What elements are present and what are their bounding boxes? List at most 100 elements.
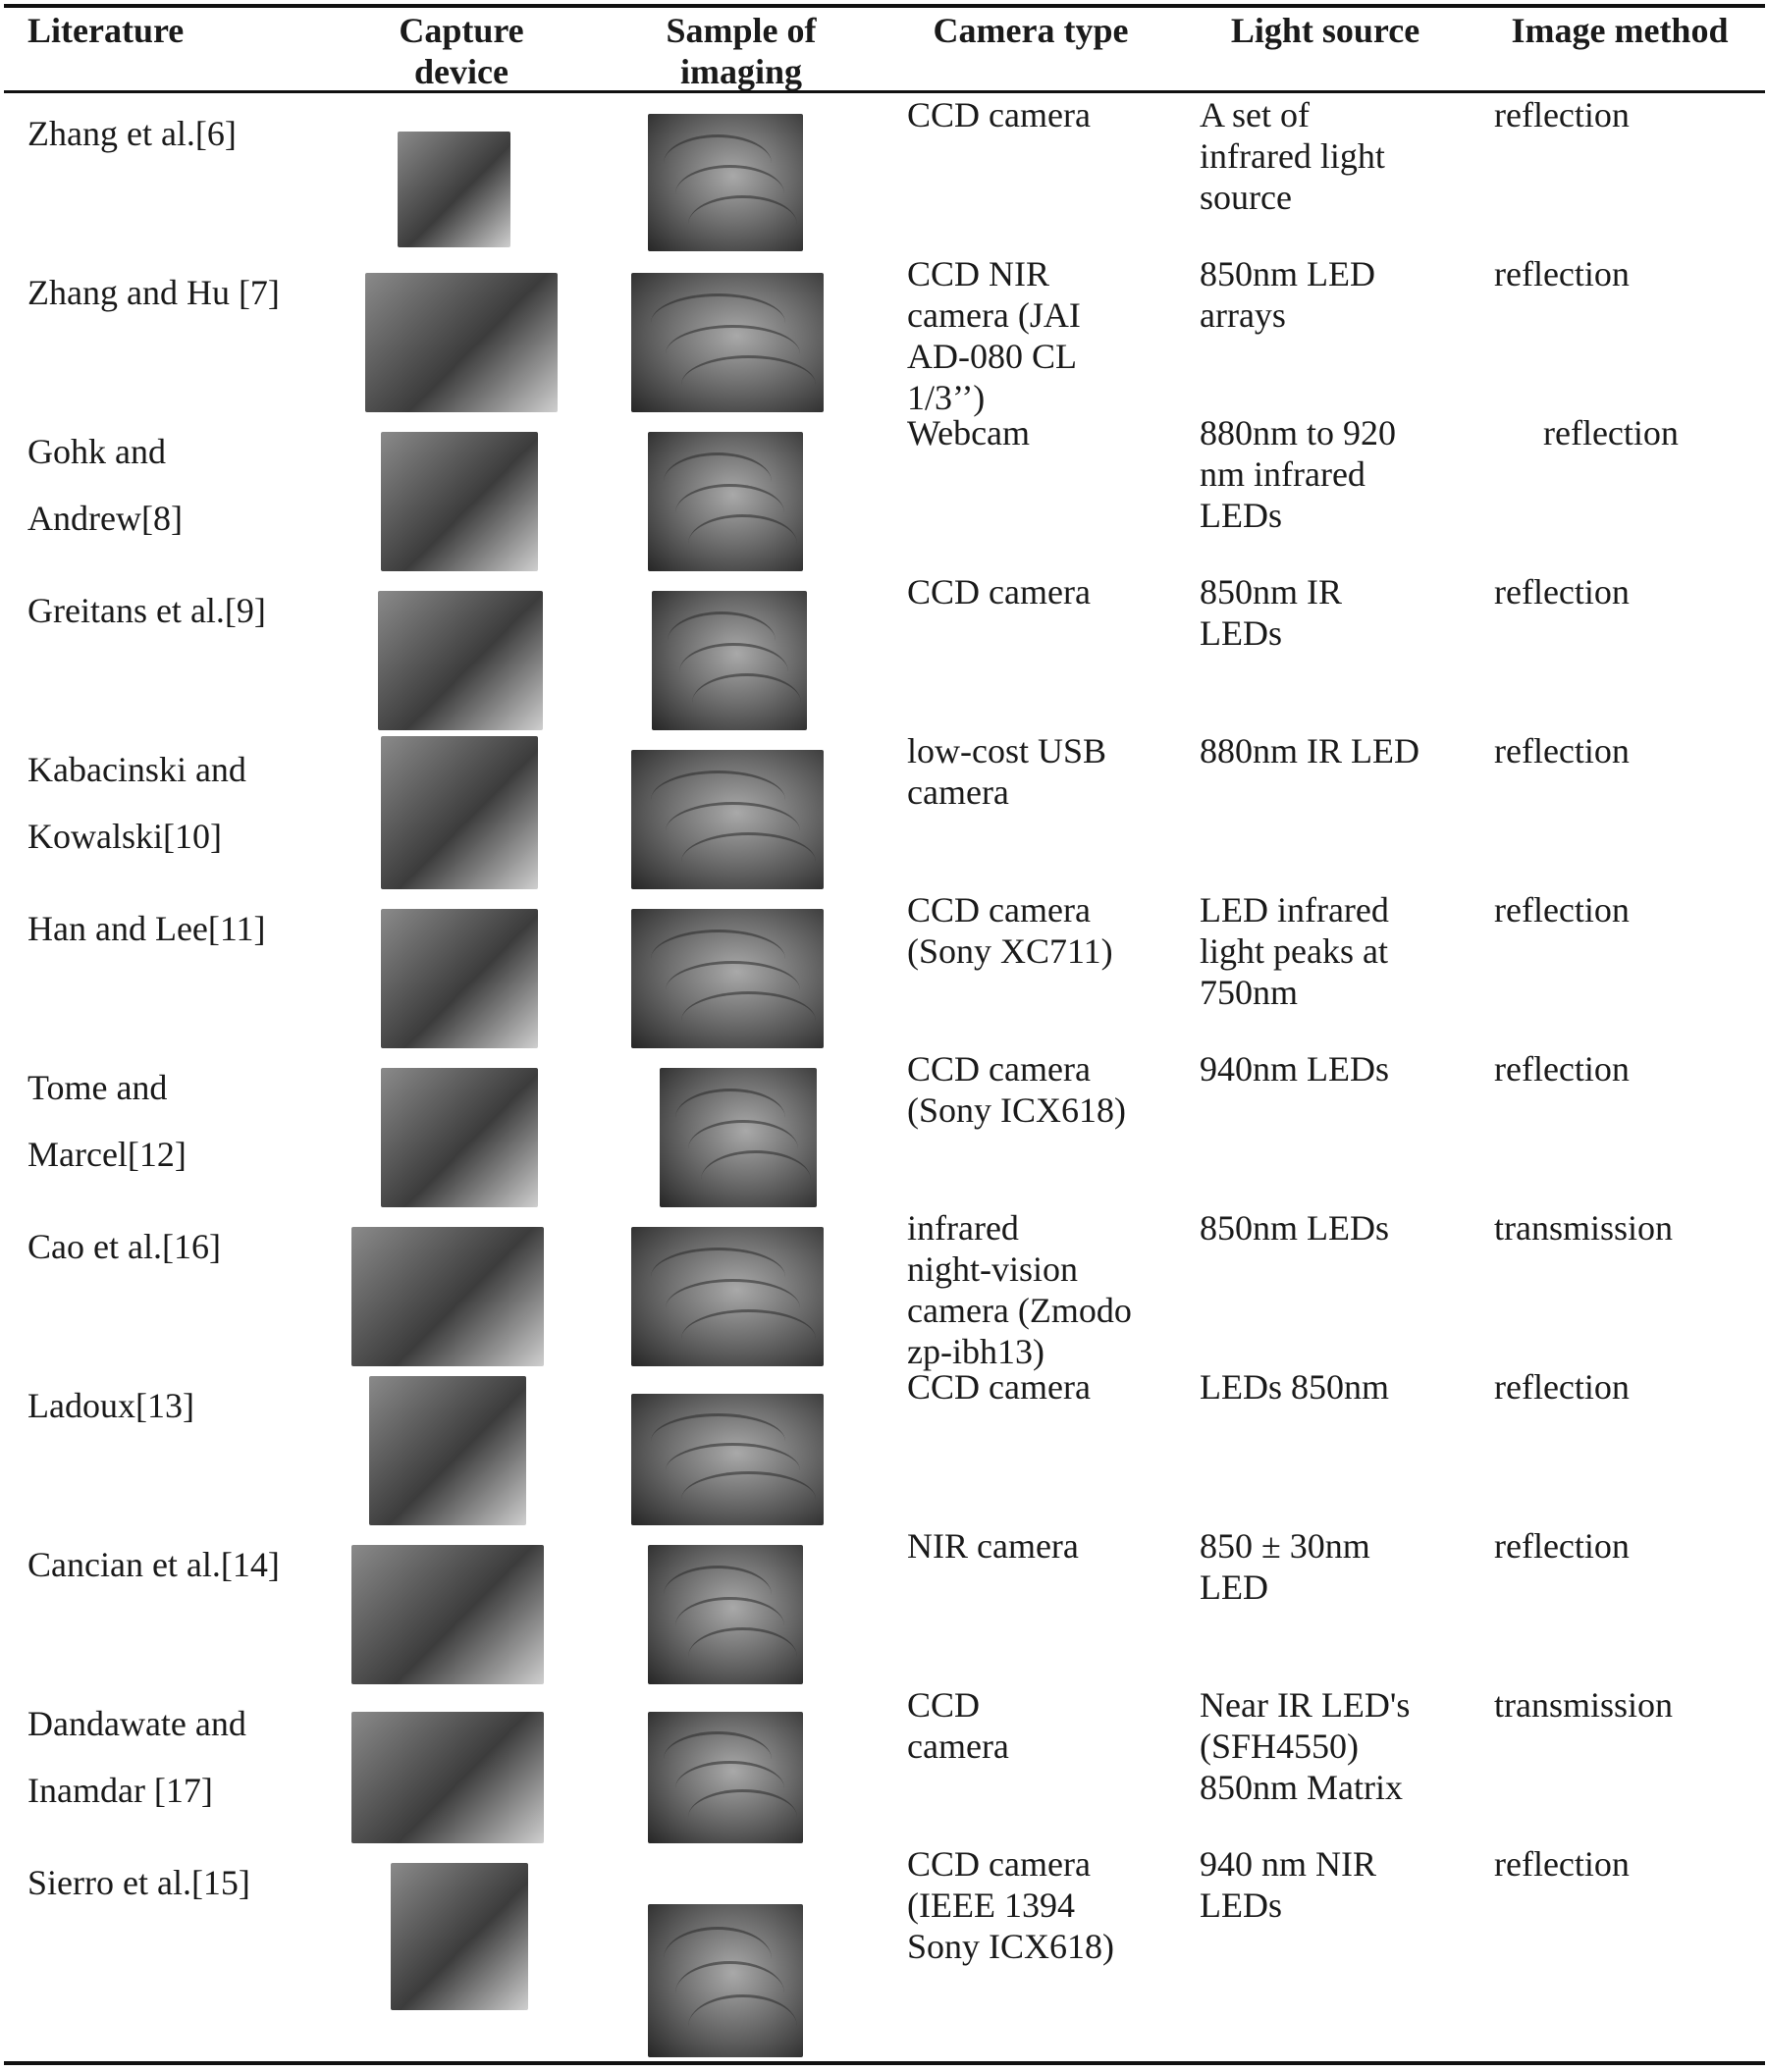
vein-pattern-stroke (688, 1789, 797, 1843)
vein-pattern-stroke (692, 672, 801, 730)
palm-vein-sample-image (631, 1394, 824, 1525)
vein-pattern-stroke (666, 1278, 801, 1338)
table-row: Han and Lee[11] CCD camera (Sony XC711) … (0, 889, 1767, 1048)
camera-type-cell: CCD camera (907, 572, 1091, 611)
capture-device-photo (381, 1068, 538, 1207)
header-image-method: Image method (1511, 11, 1729, 50)
capture-device-photo (351, 1227, 544, 1366)
image-method-cell: transmission (1494, 1208, 1674, 1248)
image-method-cell: reflection (1494, 572, 1630, 611)
vein-pattern-stroke (680, 831, 817, 889)
vein-pattern-stroke (663, 1731, 773, 1787)
vein-pattern-stroke (675, 1596, 785, 1656)
palm-vein-sample-image (660, 1068, 817, 1207)
camera-type-cell: CCD camera (907, 1367, 1091, 1407)
vein-pattern-stroke (663, 1927, 773, 1991)
palm-vein-sample-image (648, 1904, 803, 2057)
light-source-cell: LED infrared light peaks at 750nm (1200, 890, 1389, 1012)
vein-pattern-stroke (680, 990, 817, 1048)
light-source-cell: A set of infrared light source (1200, 95, 1385, 217)
literature-cell: Dandawate and Inamdar [17] (27, 1704, 246, 1810)
camera-type-cell: CCD NIR camera (JAI AD-080 CL 1/3’’) (907, 254, 1081, 417)
image-method-cell: reflection (1494, 890, 1630, 930)
light-source-cell: 850nm LEDs (1200, 1208, 1389, 1248)
capture-device-photo (369, 1376, 526, 1525)
camera-type-cell: CCD camera (907, 95, 1091, 134)
camera-type-cell: CCD camera (Sony ICX618) (907, 1049, 1126, 1130)
table-row: Sierro et al.[15] CCD camera (IEEE 1394 … (0, 1843, 1767, 2059)
image-method-cell: reflection (1494, 1367, 1630, 1407)
vein-pattern-stroke (680, 354, 817, 412)
vein-pattern-stroke (650, 770, 785, 829)
image-method-cell: reflection (1494, 1526, 1630, 1566)
palm-vein-sample-image (648, 1545, 803, 1684)
vein-pattern-stroke (666, 324, 801, 384)
palm-vein-sample-image (631, 750, 824, 889)
vein-pattern-stroke (675, 1760, 785, 1817)
literature-cell: Zhang et al.[6] (27, 114, 237, 153)
literature-cell: Ladoux[13] (27, 1386, 194, 1425)
header-rule (4, 90, 1765, 93)
vein-pattern-stroke (679, 642, 789, 702)
vein-pattern-stroke (700, 1149, 811, 1207)
literature-cell: Greitans et al.[9] (27, 591, 266, 630)
light-source-cell: LEDs 850nm (1200, 1367, 1389, 1407)
image-method-cell: reflection (1494, 254, 1630, 293)
vein-pattern-stroke (675, 164, 785, 223)
vein-pattern-stroke (688, 1994, 797, 2057)
literature-cell: Tome and Marcel[12] (27, 1068, 187, 1174)
capture-device-photo (381, 909, 538, 1048)
vein-pattern-stroke (680, 1471, 817, 1525)
vein-pattern-stroke (650, 930, 785, 988)
vein-pattern-stroke (666, 801, 801, 861)
table-row: Cancian et al.[14] NIR camera 850 ± 30nm… (0, 1525, 1767, 1684)
palm-vein-sample-image (648, 432, 803, 571)
light-source-cell: 940nm LEDs (1200, 1049, 1389, 1089)
top-rule (4, 4, 1765, 8)
table-row: Kabacinski and Kowalski[10] low-cost USB… (0, 730, 1767, 889)
header-camera-type: Camera type (933, 11, 1129, 50)
capture-device-photo (365, 273, 558, 412)
image-method-cell: reflection (1494, 1049, 1630, 1089)
palm-vein-sample-image (652, 591, 807, 730)
capture-device-photo (351, 1545, 544, 1684)
camera-type-cell: NIR camera (907, 1526, 1079, 1566)
table-row: Zhang et al.[6] CCD camera A set of infr… (0, 94, 1767, 253)
image-method-cell: transmission (1494, 1685, 1674, 1725)
vein-pattern-stroke (666, 960, 801, 1020)
palm-vein-sample-image (631, 273, 824, 412)
literature-cell: Sierro et al.[15] (27, 1863, 250, 1902)
capture-device-photo (398, 132, 510, 247)
light-source-cell: 940 nm NIR LEDs (1200, 1844, 1376, 1925)
capture-device-photo (378, 591, 543, 730)
light-source-cell: Near IR LED's (SFH4550) 850nm Matrix (1200, 1685, 1411, 1807)
vein-pattern-stroke (650, 293, 785, 352)
light-source-cell: 880nm to 920 nm infrared LEDs (1200, 413, 1397, 535)
vein-pattern-stroke (687, 1119, 798, 1179)
vein-pattern-stroke (688, 194, 797, 251)
vein-pattern-stroke (675, 1960, 785, 2025)
capture-device-photo (351, 1712, 544, 1843)
literature-cell: Cancian et al.[14] (27, 1545, 280, 1584)
vein-pattern-stroke (663, 134, 773, 192)
table-row: Dandawate and Inamdar [17] CCD camera Ne… (0, 1684, 1767, 1843)
vein-pattern-stroke (675, 483, 785, 543)
literature-cell: Gohk and Andrew[8] (27, 432, 183, 538)
vein-pattern-stroke (675, 1089, 785, 1147)
header-light-source: Light source (1230, 11, 1420, 50)
table-row: Greitans et al.[9] CCD camera 850nm IR L… (0, 571, 1767, 730)
palm-vein-sample-image (648, 1712, 803, 1843)
vein-pattern-stroke (650, 1248, 785, 1306)
literature-cell: Han and Lee[11] (27, 909, 266, 948)
light-source-cell: 880nm IR LED (1200, 731, 1419, 770)
vein-pattern-stroke (666, 1442, 801, 1499)
image-method-cell: reflection (1494, 731, 1630, 770)
image-method-cell: reflection (1494, 95, 1630, 134)
light-source-cell: 850nm IR LEDs (1200, 572, 1343, 653)
palm-vein-sample-image (648, 114, 803, 251)
vein-pattern-stroke (667, 611, 776, 670)
literature-cell: Cao et al.[16] (27, 1227, 221, 1266)
camera-type-cell: Webcam (907, 413, 1031, 452)
vein-pattern-stroke (688, 1626, 797, 1684)
light-source-cell: 850 ± 30nm LED (1200, 1526, 1370, 1607)
